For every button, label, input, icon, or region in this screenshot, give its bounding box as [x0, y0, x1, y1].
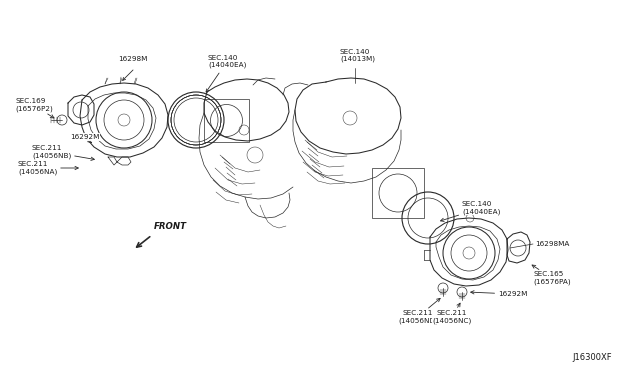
Text: 16292M: 16292M: [470, 291, 527, 297]
Text: SEC.140
(14013M): SEC.140 (14013M): [340, 48, 375, 62]
Text: SEC.211
(14056NA): SEC.211 (14056NA): [18, 161, 78, 175]
Text: 16298MA: 16298MA: [535, 241, 570, 247]
Text: 16298M: 16298M: [118, 56, 147, 62]
Text: SEC.211
(14056NB): SEC.211 (14056NB): [32, 145, 94, 160]
Text: SEC.165
(16576PA): SEC.165 (16576PA): [532, 265, 571, 285]
Text: FRONT: FRONT: [154, 222, 187, 231]
Text: SEC.169
(16576P2): SEC.169 (16576P2): [15, 98, 54, 118]
Text: J16300XF: J16300XF: [572, 353, 612, 362]
Text: 16292M: 16292M: [70, 134, 99, 143]
Text: SEC.211
(14056NC): SEC.211 (14056NC): [433, 303, 472, 324]
Text: SEC.140
(14040EA): SEC.140 (14040EA): [440, 201, 500, 221]
Text: SEC.140
(14040EA): SEC.140 (14040EA): [206, 55, 246, 92]
Text: SEC.211
(14056ND): SEC.211 (14056ND): [398, 298, 440, 324]
